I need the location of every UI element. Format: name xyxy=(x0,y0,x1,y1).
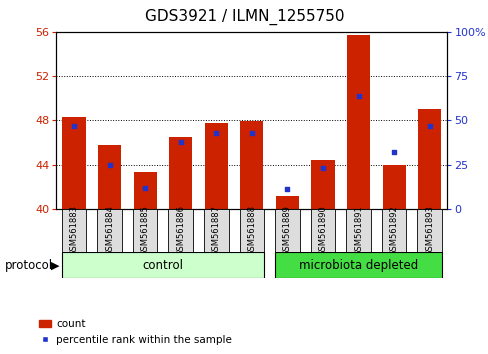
FancyBboxPatch shape xyxy=(239,209,264,253)
Bar xyxy=(240,121,263,209)
FancyBboxPatch shape xyxy=(381,209,406,253)
Text: GSM561885: GSM561885 xyxy=(141,206,149,256)
Bar xyxy=(311,160,334,209)
Text: ▶: ▶ xyxy=(51,260,60,270)
Point xyxy=(70,123,78,129)
Text: protocol: protocol xyxy=(5,259,53,272)
Point xyxy=(389,149,397,155)
Point xyxy=(247,130,255,136)
Point xyxy=(212,130,220,136)
Point xyxy=(105,162,113,167)
Text: GSM561887: GSM561887 xyxy=(211,205,220,257)
Bar xyxy=(346,35,369,209)
FancyBboxPatch shape xyxy=(275,252,441,278)
Bar xyxy=(62,117,85,209)
Text: control: control xyxy=(142,259,183,272)
FancyBboxPatch shape xyxy=(133,209,157,253)
Bar xyxy=(169,137,192,209)
Point xyxy=(283,187,291,192)
FancyBboxPatch shape xyxy=(417,209,441,253)
Bar xyxy=(382,165,405,209)
Text: GDS3921 / ILMN_1255750: GDS3921 / ILMN_1255750 xyxy=(144,9,344,25)
FancyBboxPatch shape xyxy=(346,209,370,253)
FancyBboxPatch shape xyxy=(275,209,299,253)
Text: GSM561883: GSM561883 xyxy=(69,205,79,257)
Text: GSM561892: GSM561892 xyxy=(389,206,398,256)
Text: GSM561884: GSM561884 xyxy=(105,206,114,256)
FancyBboxPatch shape xyxy=(310,209,335,253)
Point xyxy=(177,139,184,144)
Text: GSM561891: GSM561891 xyxy=(353,206,362,256)
Bar xyxy=(133,172,156,209)
FancyBboxPatch shape xyxy=(168,209,193,253)
Legend: count, percentile rank within the sample: count, percentile rank within the sample xyxy=(35,315,236,349)
FancyBboxPatch shape xyxy=(97,209,122,253)
FancyBboxPatch shape xyxy=(61,209,86,253)
Text: GSM561893: GSM561893 xyxy=(424,206,433,256)
Point xyxy=(141,185,149,190)
FancyBboxPatch shape xyxy=(203,209,228,253)
Bar xyxy=(204,122,227,209)
Text: GSM561886: GSM561886 xyxy=(176,205,185,257)
Bar xyxy=(417,109,440,209)
Text: GSM561890: GSM561890 xyxy=(318,206,327,256)
Text: GSM561889: GSM561889 xyxy=(283,206,291,256)
FancyBboxPatch shape xyxy=(61,252,264,278)
Bar xyxy=(98,145,121,209)
Point xyxy=(425,123,433,129)
Bar xyxy=(275,195,298,209)
Text: microbiota depleted: microbiota depleted xyxy=(298,259,417,272)
Text: GSM561888: GSM561888 xyxy=(247,205,256,257)
Point xyxy=(318,165,326,171)
Point xyxy=(354,93,362,98)
